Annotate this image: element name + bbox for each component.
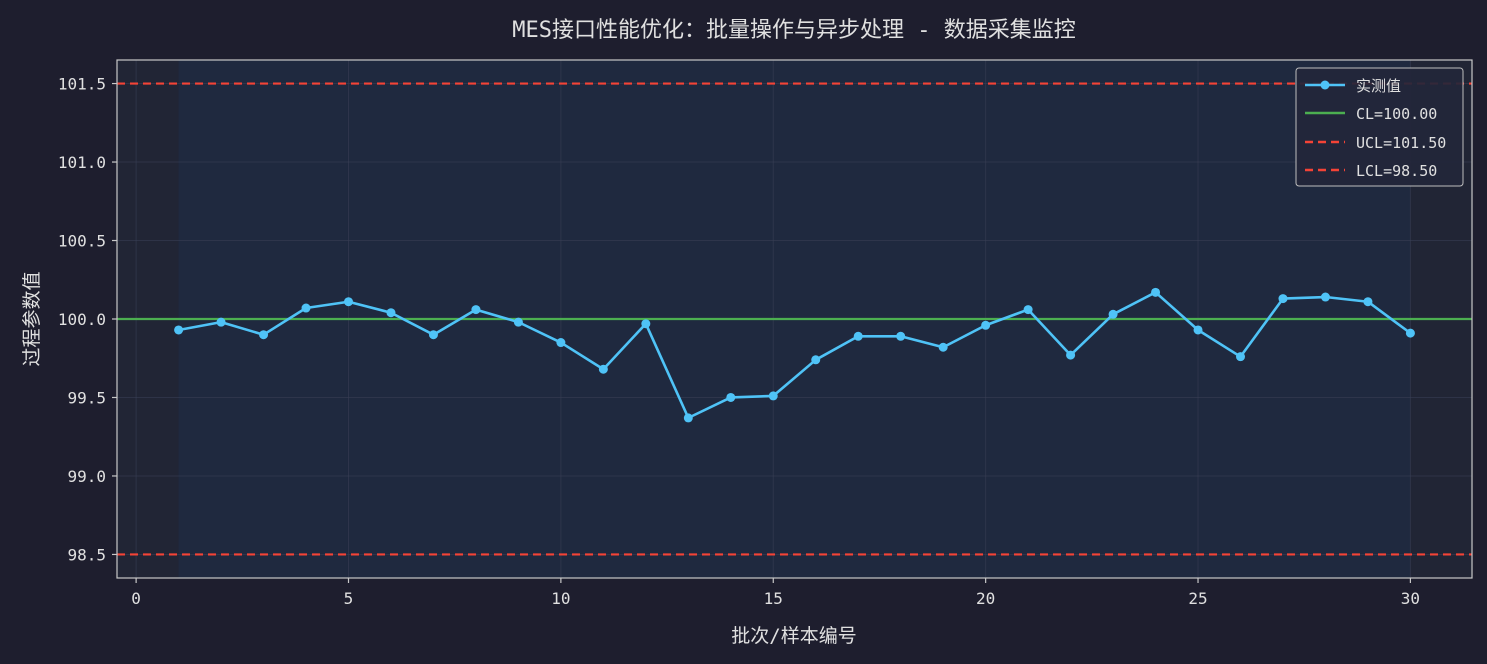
data-point: [598, 364, 608, 374]
y-tick-label: 100.0: [58, 310, 106, 329]
legend-box: [1295, 67, 1464, 187]
data-point: [1363, 297, 1373, 307]
data-point: [1320, 292, 1330, 302]
data-point: [174, 325, 184, 335]
data-point: [216, 317, 226, 327]
data-point: [1236, 352, 1246, 362]
x-tick-label: 5: [344, 589, 354, 608]
x-tick-label: 15: [764, 589, 783, 608]
measured-value-line: [177, 291, 1412, 420]
data-point: [556, 338, 566, 348]
legend-label-ucl: UCL=101.50: [1356, 134, 1446, 152]
data-point: [811, 355, 821, 365]
legend-label-cl: CL=100.00: [1356, 105, 1437, 123]
data-point: [683, 413, 693, 423]
chart-title: MES接口性能优化：批量操作与异步处理 - 数据采集监控: [512, 18, 1075, 43]
data-point: [853, 331, 863, 341]
y-axis-label: 过程参数值: [21, 271, 43, 366]
control-lines: [117, 82, 1472, 556]
x-tick-label: 20: [976, 589, 995, 608]
y-axis: 98.5 99.0 99.5 100.0 100.5 101.0 101.5: [58, 75, 117, 564]
x-axis: 0 5 10 15 20 25 30: [131, 578, 1420, 608]
series-layer: [174, 287, 1415, 423]
data-point: [343, 297, 353, 307]
x-axis-label: 批次/样本编号: [731, 625, 856, 647]
data-point: [1405, 328, 1415, 338]
data-point: [641, 319, 651, 329]
data-point: [1066, 350, 1076, 360]
x-tick-label: 30: [1401, 589, 1420, 608]
y-tick-label: 99.0: [67, 467, 106, 486]
data-point: [1108, 309, 1118, 319]
x-tick-label: 0: [131, 589, 141, 608]
data-point: [981, 320, 991, 330]
data-point: [386, 308, 396, 318]
data-point: [726, 392, 736, 402]
data-point: [301, 303, 311, 313]
x-tick-label: 25: [1188, 589, 1207, 608]
legend-marker-measured: [1320, 80, 1330, 90]
data-point: [513, 317, 523, 327]
legend-label-measured: 实测值: [1356, 77, 1401, 95]
data-point: [428, 330, 438, 340]
y-tick-label: 99.5: [67, 388, 106, 407]
data-point: [938, 342, 948, 352]
data-point: [768, 391, 778, 401]
data-point: [1023, 305, 1033, 315]
x-tick-label: 10: [551, 589, 570, 608]
data-point: [1193, 325, 1203, 335]
data-point: [1151, 287, 1161, 297]
data-point: [471, 305, 481, 315]
data-point: [896, 331, 906, 341]
y-tick-label: 98.5: [67, 545, 106, 564]
y-tick-label: 101.0: [58, 153, 106, 172]
data-point: [1278, 294, 1288, 304]
y-tick-label: 101.5: [58, 75, 106, 94]
data-point: [259, 330, 269, 340]
legend: 实测值 CL=100.00 UCL=101.50 LCL=98.50: [1295, 67, 1464, 187]
y-tick-label: 100.5: [58, 232, 106, 251]
legend-label-lcl: LCL=98.50: [1356, 162, 1437, 180]
